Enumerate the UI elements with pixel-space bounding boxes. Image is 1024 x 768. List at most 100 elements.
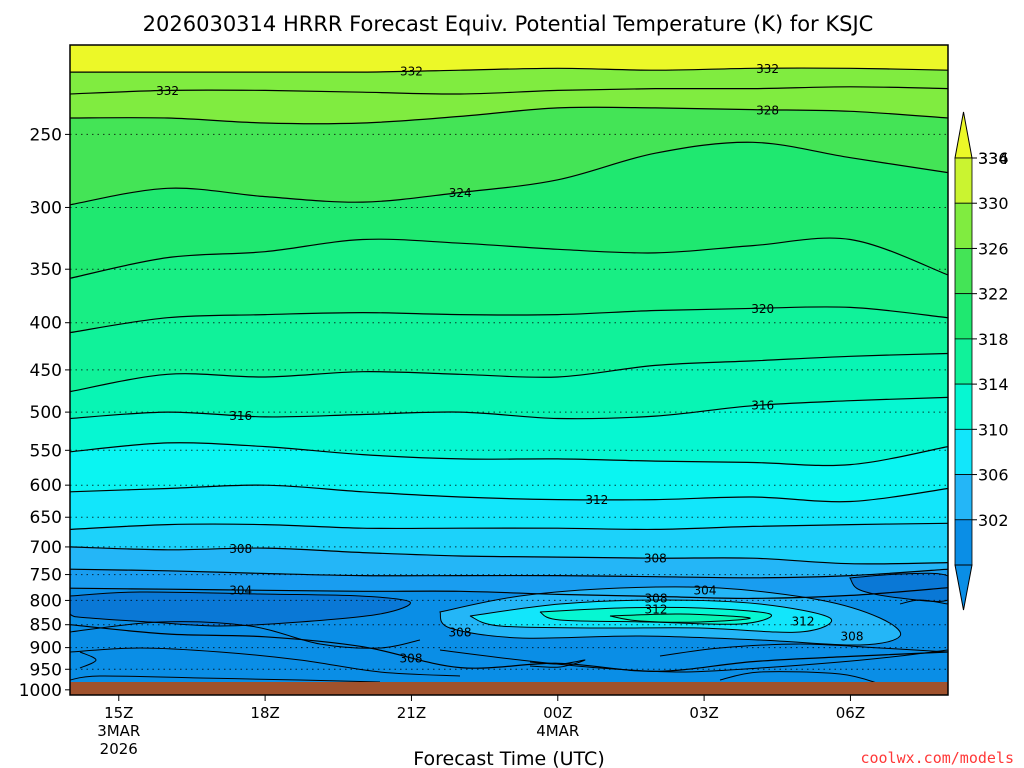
inner-label-1: 312: [645, 603, 668, 617]
y-tick-label-1000: 1000: [19, 681, 62, 701]
contour-line-318-6: [70, 352, 948, 393]
contour-line-312-9: [70, 484, 948, 503]
inner-contour-3: [659, 643, 948, 657]
contour-line-308-11: [70, 546, 948, 565]
y-tick-label-950: 950: [30, 660, 62, 680]
colorbar-label-314: 314: [978, 375, 1009, 394]
band-308: [70, 546, 948, 578]
inner-contour-2: [439, 649, 948, 673]
y-tick-label-650: 650: [30, 508, 62, 528]
contour-line-332-1: [70, 86, 948, 95]
x-tick-label-03Z: 03Z: [689, 704, 718, 722]
inversion-blob-3: [609, 613, 751, 623]
contour-labels: 3323323323283243203163163123083083043083…: [156, 62, 864, 666]
x-tick-label-00Z: 00Z: [543, 704, 572, 722]
y-tick-label-700: 700: [30, 538, 62, 558]
contour-label-8: 312: [585, 493, 608, 507]
y-tick-label-600: 600: [30, 476, 62, 496]
colorbar-segment-314: [954, 383, 973, 430]
colorbar-segment-322: [954, 293, 973, 340]
contour-label-5: 320: [751, 302, 774, 316]
colorbar-segment-302: [954, 519, 973, 566]
y-tick-label-850: 850: [30, 616, 62, 636]
colorbar-segment-306: [954, 474, 973, 521]
band-318: [70, 353, 948, 419]
inner-label-3: 308: [449, 626, 472, 640]
colorbar-top-arrow: [954, 111, 973, 159]
band-328: [70, 107, 948, 205]
x-tick-date-15Z: 3MAR: [97, 722, 140, 740]
x-tick-label-18Z: 18Z: [250, 704, 279, 722]
contour-line-310-10: [70, 522, 948, 531]
contour-line-332-0: [70, 67, 948, 73]
chart-title: 2026030314 HRRR Forecast Equiv. Potentia…: [143, 12, 874, 36]
contour-label-11: 304: [229, 584, 252, 598]
band-316: [70, 397, 948, 466]
x-tick-date-00Z: 4MAR: [536, 722, 579, 740]
x-tick-label-06Z: 06Z: [836, 704, 865, 722]
contour-label-2: 332: [400, 65, 423, 79]
colorbar-segment-310: [954, 428, 973, 475]
band-324: [70, 142, 948, 279]
y-tick-label-750: 750: [30, 566, 62, 586]
inner-contour-6: [719, 671, 881, 685]
colorbar-label-318: 318: [978, 330, 1009, 349]
band-312: [70, 485, 948, 530]
colorbar-label-310: 310: [978, 420, 1009, 439]
colorbar-segment-330: [954, 202, 973, 249]
colorbar-segment-334: [954, 157, 973, 204]
colorbar-bottom-arrow: [954, 564, 973, 611]
contour-label-7: 316: [751, 399, 774, 413]
contour-line-322-4: [70, 237, 948, 279]
contour-label-4: 324: [449, 186, 472, 200]
contour-label-10: 308: [644, 552, 667, 566]
contour-line-304-13: [70, 587, 948, 600]
contour-line-302-14: [70, 624, 948, 673]
y-tick-label-900: 900: [30, 639, 62, 659]
inner-contour-1: [70, 647, 461, 677]
x-axis-label: Forecast Time (UTC): [413, 748, 604, 768]
contour-label-3: 328: [756, 103, 779, 117]
pressure-gridlines: [70, 133, 948, 691]
inner-contour-5: [70, 675, 381, 683]
y-tick-label-550: 550: [30, 441, 62, 461]
colorbar-label-302: 302: [978, 511, 1009, 530]
colorbar-label-326: 326: [978, 239, 1009, 258]
x-tick-label-15Z: 15Z: [104, 704, 133, 722]
dark-blob-0: [70, 591, 411, 627]
inner-label-2: 312: [792, 615, 815, 629]
y-tick-label-500: 500: [30, 403, 62, 423]
band-320: [70, 306, 948, 392]
y-axis: 250 300 350 400 450 500 550 600 650 700 750 800 850 9…: [19, 125, 70, 701]
contour-label-1: 332: [156, 84, 179, 98]
inner-label-6: 308: [400, 652, 423, 666]
inner-label-4: 308: [841, 630, 864, 644]
colorbar-label-306: 306: [978, 466, 1009, 485]
band-332: [70, 68, 948, 95]
y-tick-label-250: 250: [30, 125, 62, 145]
credit-text: coolwx.com/models: [860, 749, 1014, 767]
x-tick-year-15Z: 2026: [100, 740, 138, 758]
colorbar-label-322: 322: [978, 285, 1009, 304]
contour-label-0: 332: [756, 62, 779, 76]
y-tick-label-450: 450: [30, 361, 62, 381]
contour-line-306-12: [70, 568, 948, 579]
band-314: [70, 442, 948, 502]
y-tick-label-400: 400: [30, 314, 62, 334]
inner-contour-8: [79, 651, 97, 669]
band-332: [70, 86, 948, 124]
contour-line-314-8: [70, 442, 948, 467]
inner-label-0: 308: [645, 592, 668, 606]
colorbar-segment-318: [954, 338, 973, 385]
dark-blob-1: [848, 572, 948, 602]
colorbar-label-334: 334: [978, 149, 1009, 168]
contour-label-9: 308: [229, 542, 252, 556]
colorbar-label-330: 330: [978, 194, 1009, 213]
band-322: [70, 238, 948, 333]
band-310: [70, 523, 948, 564]
contour-line-316-7: [70, 396, 948, 420]
y-tick-label-300: 300: [30, 198, 62, 218]
